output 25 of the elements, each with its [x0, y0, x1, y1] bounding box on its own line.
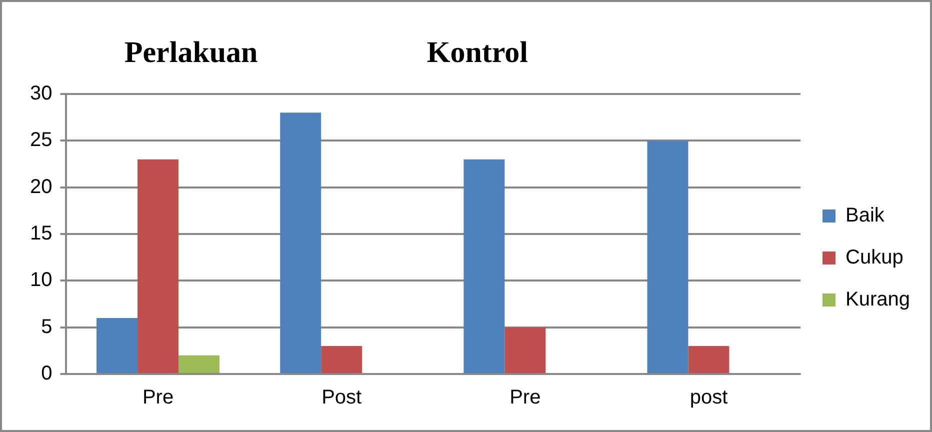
- y-tick-label: 0: [41, 362, 52, 385]
- bar: [464, 159, 505, 373]
- bar: [96, 318, 138, 373]
- text: Kontrol: [426, 36, 528, 69]
- legend-label: Baik: [846, 204, 886, 227]
- y-tick-label: 15: [30, 222, 52, 245]
- legend-label: Cukup: [846, 246, 904, 269]
- x-tick-label: Pre: [142, 386, 174, 409]
- bar: [504, 327, 546, 373]
- bar: [688, 346, 730, 373]
- y-tick-label: 5: [41, 316, 52, 338]
- x-tick-label: Pre: [510, 386, 541, 409]
- bar: [321, 346, 362, 373]
- text: Perlakuan: [124, 36, 258, 69]
- x-tick-label: post: [690, 386, 728, 409]
- bar: [178, 355, 220, 373]
- y-tick-label: 20: [30, 176, 52, 198]
- bar: [647, 140, 688, 373]
- bar: [138, 159, 179, 373]
- legend-label: Kurang: [846, 288, 910, 311]
- y-tick-label: 10: [30, 269, 52, 292]
- y-tick-label: 25: [30, 129, 52, 152]
- y-tick-label: 30: [30, 82, 52, 105]
- bar: [280, 112, 322, 373]
- x-tick-label: Post: [322, 386, 362, 409]
